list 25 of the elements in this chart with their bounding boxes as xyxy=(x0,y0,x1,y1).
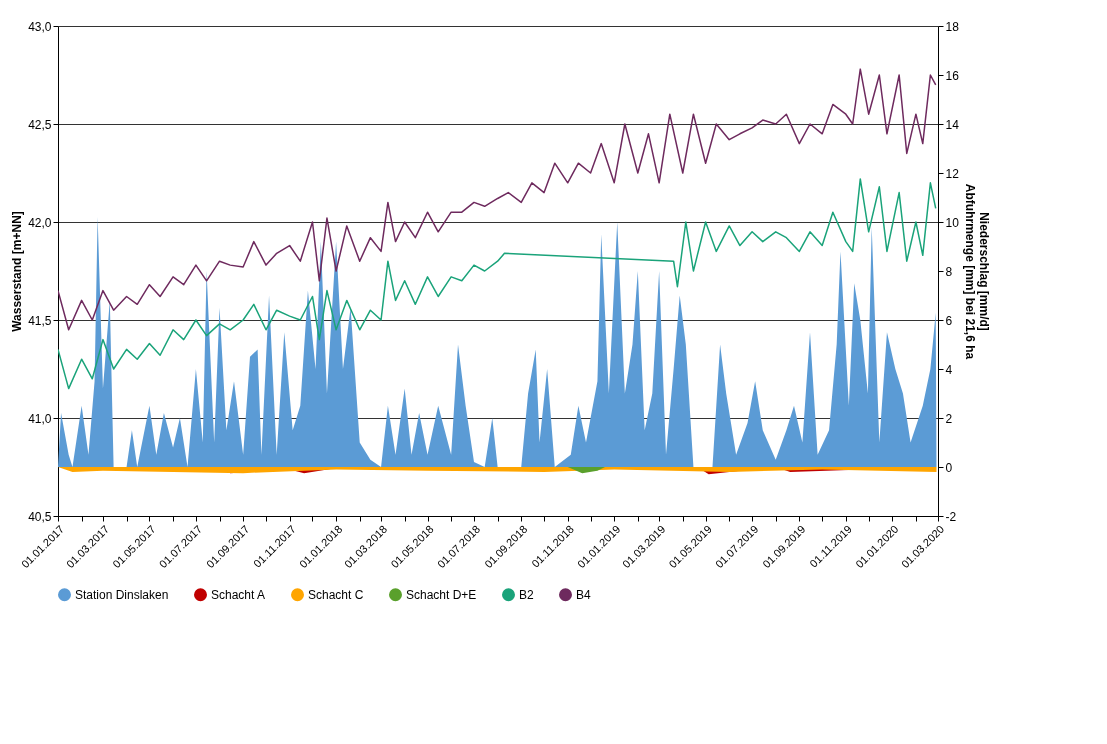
y-tick-label: 42,5 xyxy=(28,117,52,132)
y-axis-title: Wasserstand [m+NN] xyxy=(10,211,25,332)
y2-tick-label: -2 xyxy=(945,509,957,524)
legend-label: Station Dinslaken xyxy=(75,587,169,602)
y2-tick-label: 4 xyxy=(945,362,953,377)
y-tick-label: 42,0 xyxy=(28,215,52,230)
legend-label: Schacht A xyxy=(211,587,266,602)
y2-tick-label: 6 xyxy=(945,313,953,328)
legend-label: Schacht C xyxy=(308,587,364,602)
y2-tick-label: 12 xyxy=(945,166,960,181)
y-tick-label: 40,5 xyxy=(28,509,52,524)
y2-tick-label: 14 xyxy=(945,117,960,132)
legend-label: B4 xyxy=(576,587,591,602)
legend-label: B2 xyxy=(519,587,534,602)
y2-tick-label: 18 xyxy=(945,19,960,34)
y-tick-label: 43,0 xyxy=(28,19,52,34)
y2-tick-label: 2 xyxy=(945,411,953,426)
y2-tick-label: 10 xyxy=(945,215,960,230)
legend-label: Schacht D+E xyxy=(406,587,477,602)
y-tick-label: 41,0 xyxy=(28,411,52,426)
y2-axis-title: Niederschlag [mm/d] Abfuhrmenge [mm] bei 21,6 ha xyxy=(962,183,991,360)
y-tick-label: 41,5 xyxy=(28,313,52,328)
y2-tick-label: 0 xyxy=(945,460,953,475)
y2-tick-label: 8 xyxy=(945,264,953,279)
y2-tick-label: 16 xyxy=(945,68,960,83)
